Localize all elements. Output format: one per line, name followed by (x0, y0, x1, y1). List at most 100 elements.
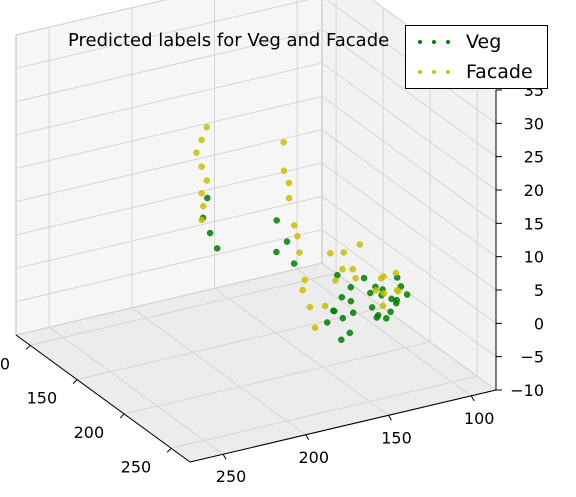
data-point-facade (291, 222, 298, 229)
data-point-veg (338, 293, 346, 301)
y-axis-line (15, 334, 191, 463)
data-point-facade (203, 177, 211, 184)
data-point-facade (294, 232, 301, 240)
data-point-veg (273, 248, 280, 256)
data-point-veg (373, 314, 381, 321)
z-tick-label: 25 (524, 148, 544, 167)
data-point-facade (356, 241, 364, 248)
data-point-veg (338, 336, 345, 344)
data-point-facade (285, 194, 293, 202)
legend-label-facade: Facade (466, 61, 533, 83)
legend-item-veg: Veg (406, 31, 501, 53)
data-point-veg (368, 304, 376, 311)
z-tick-label: 15 (524, 214, 544, 233)
data-point-veg (347, 283, 355, 291)
data-point-facade (394, 288, 402, 295)
tick-labels: 100 150 200 250 100 150 200 250 −10 −5 0 5 10 15 20 25 3… (0, 81, 544, 486)
data-point-facade (380, 290, 388, 297)
data-point-veg (383, 315, 390, 322)
y-tick-mark (72, 379, 78, 384)
grid-line-z (15, 129, 497, 258)
data-point-veg (330, 307, 337, 314)
data-point-facade (372, 287, 380, 294)
grid-line-z (15, 62, 497, 191)
data-point-facade (193, 149, 200, 156)
data-point-facade (280, 139, 287, 146)
data-point-facade (392, 269, 400, 277)
data-point-veg (213, 245, 221, 252)
data-point-facade (301, 276, 308, 284)
data-point-facade (349, 265, 356, 273)
grid-line-z (15, 262, 497, 391)
grid-line-z (15, 195, 497, 324)
data-point-veg (346, 329, 354, 337)
z-tick-label: 30 (524, 114, 544, 133)
data-point-veg (206, 229, 214, 237)
y-tick-label: 150 (27, 389, 58, 408)
data-point-veg (387, 308, 394, 316)
z-tick-label: 5 (534, 281, 544, 300)
data-point-facade (306, 303, 314, 311)
chart-title: Predicted labels for Veg and Facade (68, 30, 390, 51)
data-point-veg (290, 260, 298, 267)
data-point-veg (360, 274, 368, 282)
data-point-facade (296, 249, 303, 256)
data-point-facade (339, 265, 346, 273)
x-tick-mark (305, 434, 310, 441)
data-point-veg (393, 299, 400, 307)
y-tick-label: 250 (121, 457, 152, 476)
legend: Veg Facade (405, 25, 548, 89)
x-tick-label: 150 (381, 428, 412, 447)
data-point-facade (200, 202, 207, 210)
data-point-veg (283, 238, 291, 245)
legend-marker-veg (406, 37, 454, 47)
x-tick-label: 250 (216, 467, 247, 486)
z-tick-label: 0 (534, 314, 544, 333)
data-point-veg (323, 319, 331, 326)
legend-item-facade: Facade (406, 61, 533, 83)
data-point-facade (198, 190, 205, 197)
y-tick-label: 200 (74, 423, 105, 442)
x-tick-mark (388, 415, 392, 421)
x-axis-line (189, 389, 497, 463)
data-point-facade (285, 179, 293, 187)
data-point-veg (339, 314, 347, 322)
data-point-veg (347, 297, 355, 305)
x-tick-label: 200 (299, 448, 330, 467)
x-tick-mark (222, 453, 227, 460)
data-point-facade (311, 324, 319, 331)
data-point-veg (204, 194, 211, 202)
y-tick-mark (25, 344, 31, 350)
y-tick-label: 100 (0, 354, 10, 373)
grid-line-z (15, 29, 497, 158)
data-point-facade (198, 163, 205, 170)
x-tick-mark (470, 395, 475, 402)
data-point-facade (327, 250, 334, 257)
x-tick-label: 100 (464, 409, 495, 428)
data-point-veg (397, 283, 405, 290)
data-points (193, 123, 411, 344)
data-point-facade (321, 302, 329, 310)
data-point-facade (332, 277, 339, 284)
grid-line-z (15, 162, 497, 291)
data-point-facade (299, 286, 306, 294)
grid-line-z (15, 229, 497, 358)
z-tick-label: −5 (520, 348, 544, 367)
z-tick-label: 10 (524, 248, 544, 267)
legend-label-veg: Veg (466, 31, 502, 53)
data-point-facade (377, 275, 385, 282)
y-tick-mark (119, 413, 125, 419)
data-point-veg (349, 309, 357, 316)
data-point-facade (198, 136, 205, 144)
data-point-facade (280, 167, 288, 175)
z-tick-label: 20 (524, 181, 544, 200)
z-tick-label: −10 (510, 381, 544, 400)
grid-line-z (15, 95, 497, 224)
data-point-facade (198, 216, 205, 224)
data-point-facade (352, 274, 359, 282)
data-point-facade (379, 302, 387, 309)
data-point-veg (367, 289, 374, 297)
data-point-facade (340, 249, 348, 256)
axis-lines (15, 90, 497, 463)
